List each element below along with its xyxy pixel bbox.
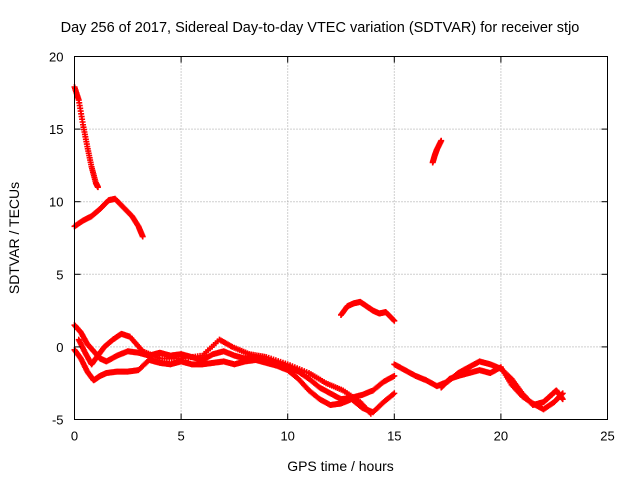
data-point xyxy=(94,184,101,191)
series-arc-2-3 xyxy=(338,298,398,324)
x-tick-label: 20 xyxy=(494,429,508,444)
data-point xyxy=(390,316,397,323)
data-point xyxy=(558,391,565,398)
data-point xyxy=(391,372,398,379)
x-tick-label: 25 xyxy=(600,429,614,444)
data-points xyxy=(71,83,566,417)
data-point xyxy=(367,410,374,417)
series-upper-decay xyxy=(71,83,101,191)
data-point xyxy=(438,137,445,144)
y-tick-label: 15 xyxy=(49,122,63,137)
data-point xyxy=(391,390,398,397)
y-tick-label: 5 xyxy=(56,267,63,282)
x-tick-label: 0 xyxy=(71,429,78,444)
series-negative-band-c xyxy=(75,330,374,417)
grid xyxy=(74,56,608,420)
x-tick-label: 10 xyxy=(280,429,294,444)
data-point xyxy=(559,390,566,397)
series-late-band xyxy=(391,358,566,408)
plot-border xyxy=(74,56,608,420)
series-late-band-2 xyxy=(438,364,566,413)
y-tick-label: -5 xyxy=(52,413,64,428)
y-tick-label: 0 xyxy=(56,340,63,355)
y-axis-label: SDTVAR / TECUs xyxy=(6,181,22,295)
y-tick-label: 20 xyxy=(49,50,63,65)
series-arc-8-10 xyxy=(71,195,146,240)
series-arc-13-14 xyxy=(429,137,445,166)
x-tick-label: 5 xyxy=(177,429,184,444)
axis-ticks: 0 5 10 15 20 25 -5 0 5 10 15 20 xyxy=(49,50,615,444)
y-tick-label: 10 xyxy=(49,195,63,210)
x-tick-label: 15 xyxy=(387,429,401,444)
data-point xyxy=(139,233,146,240)
x-axis-label: GPS time / hours xyxy=(287,458,394,474)
chart-title: Day 256 of 2017, Sidereal Day-to-day VTE… xyxy=(60,20,580,36)
data-point xyxy=(559,396,566,403)
data-point xyxy=(390,391,397,398)
data-point xyxy=(391,317,398,324)
